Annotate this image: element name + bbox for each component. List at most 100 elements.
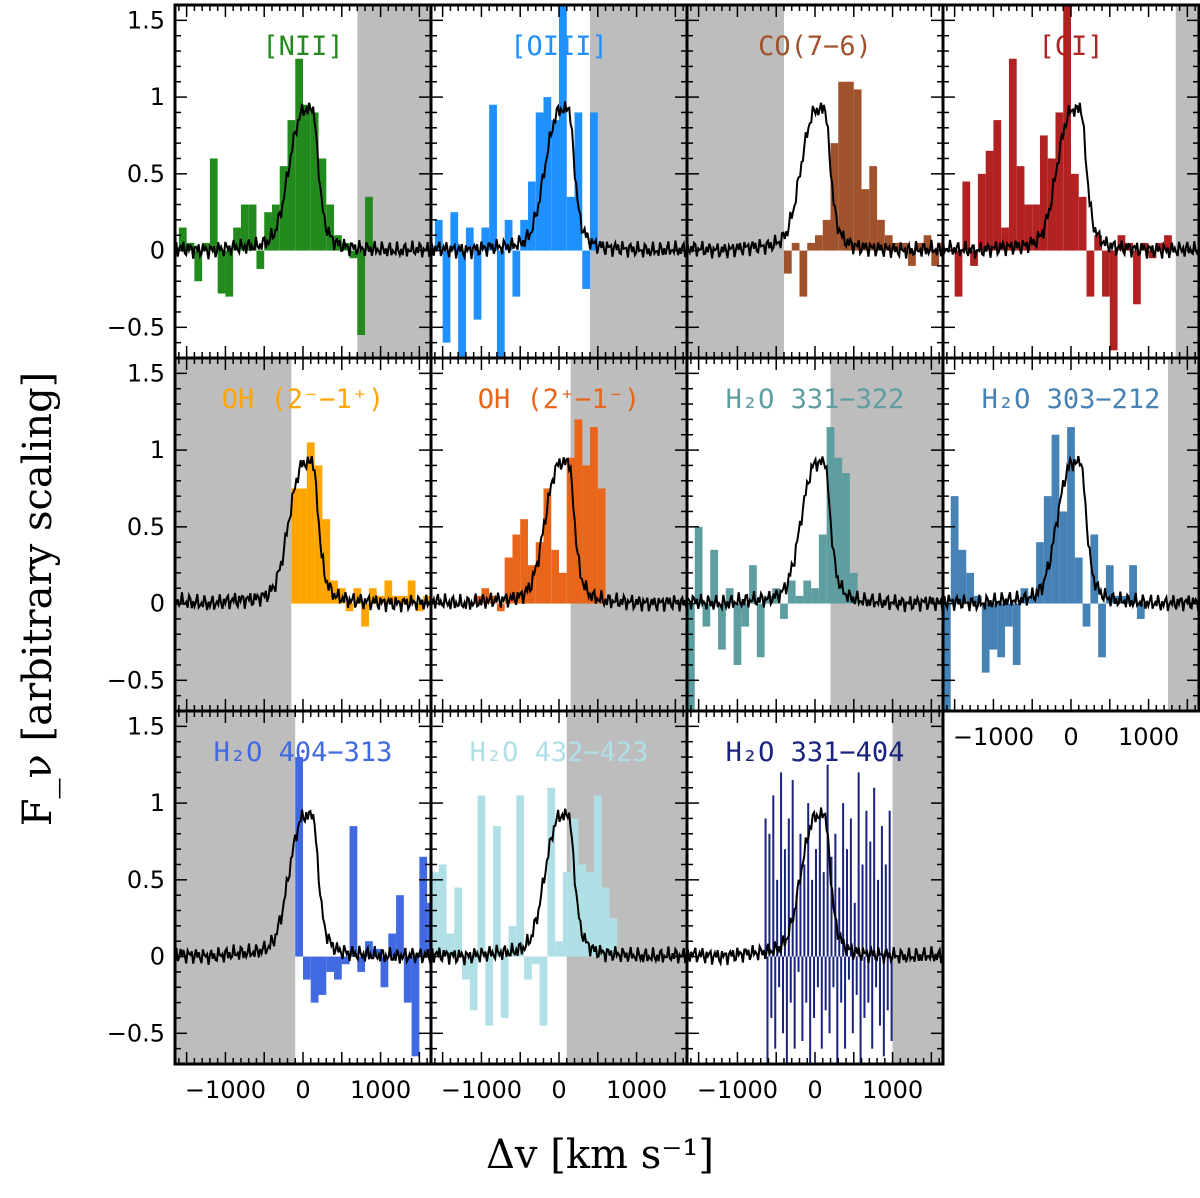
spectrum-bar (593, 795, 602, 957)
spectrum-bar (989, 603, 998, 650)
spectrum-bar (524, 956, 532, 980)
spectrum-bar (1102, 250, 1110, 297)
y-tick-label: 1 (150, 789, 165, 817)
spectrum-bar (830, 856, 833, 957)
spectrum-bar (900, 242, 909, 251)
spectrum-bar (795, 595, 804, 604)
spectrum-bar (559, 572, 567, 604)
spectrum-bar (849, 818, 852, 957)
spectrum-bar (886, 956, 889, 1011)
spectrum-bar (877, 879, 880, 957)
panel-title: [CI] (1038, 31, 1103, 62)
spectrum-bar (1005, 603, 1013, 627)
spectrum-bar (789, 956, 792, 1003)
spectrum-bar (1082, 603, 1091, 627)
spectrum-bar (882, 956, 885, 1057)
spectrum-bar (357, 250, 366, 335)
spectrum-bar (512, 250, 521, 297)
spectrum-bar (1094, 235, 1103, 251)
spectrum-bar (793, 956, 796, 1049)
y-tick-label: −0.5 (107, 313, 165, 341)
spectrum-bar (407, 580, 416, 604)
spectrum-bar (380, 956, 389, 988)
panel-title: H₂O 331−322 (726, 384, 905, 415)
spectrum-bar (834, 457, 843, 604)
spectrum-bar (516, 795, 525, 957)
spectrum-bar (496, 250, 505, 358)
spectrum-bar (547, 787, 556, 957)
spectrum-bar (578, 864, 587, 957)
spectrum-bar (194, 250, 203, 282)
spectrum-bar (954, 250, 963, 297)
spectrum-bar (295, 757, 303, 957)
spectrum-bar (434, 219, 443, 251)
spectrum-bar (811, 879, 814, 957)
x-tick-label: −1000 (953, 723, 1034, 751)
spectrum-bar (816, 956, 819, 988)
spectrum-bar (264, 212, 272, 251)
spectrum-bar (233, 227, 241, 251)
spectrum-bar (326, 204, 335, 251)
spectrum-bar (718, 603, 726, 650)
spectrum-bar (853, 902, 856, 957)
spectrum-bar (465, 227, 474, 251)
spectrum-bar (477, 795, 486, 957)
spectrum-bar (1136, 603, 1145, 619)
spectrum-bar (939, 242, 943, 251)
spectrum-bar (943, 603, 951, 711)
spectrum-bar (609, 918, 618, 957)
spectrum-bar (240, 204, 249, 251)
spectrum-bar (586, 872, 594, 957)
spectrum-bar (865, 810, 868, 957)
spectrum-bar (372, 948, 381, 957)
spectrum-bar (851, 956, 854, 1034)
reference-profile-line (175, 102, 431, 260)
y-tick-label: 1 (150, 436, 165, 464)
panel-6: OH (2⁺−1⁻) (429, 356, 689, 713)
spectrum-bar (271, 204, 280, 251)
spectrum-bar (774, 956, 777, 1049)
spectrum-bar (764, 818, 767, 957)
spectrum-bar (797, 956, 800, 972)
spectrum-bar (970, 250, 978, 266)
spectrum-bar (844, 956, 847, 1049)
spectrum-bar (785, 956, 788, 1064)
spectrum-bar (803, 864, 806, 957)
y-tick-label: 1.5 (127, 6, 165, 34)
spectrum-bar (822, 872, 825, 957)
spectrum-bar (462, 956, 470, 980)
shaded-region (1167, 358, 1199, 711)
spectrum-bar (543, 97, 552, 251)
spectrum-bar (846, 849, 848, 957)
spectrum-bar (504, 219, 513, 251)
spectrum-bar (791, 780, 794, 957)
spectrum-bar (783, 849, 786, 957)
spectrum-bar (805, 956, 808, 1003)
spectrum-bar (485, 956, 494, 1026)
panel-7: H₂O 331−322 (685, 356, 945, 713)
spectrum-bar (291, 488, 300, 604)
spectrum-bar (248, 204, 257, 251)
spectrum-bar (1090, 534, 1099, 604)
spectrum-bar (787, 818, 790, 957)
spectrum-bar (962, 181, 971, 251)
spectrum-bar (801, 956, 804, 1041)
panel-title: OH (2⁺−1⁻) (478, 384, 641, 415)
panel-title: [OIII] (510, 31, 608, 62)
spectrum-bar (824, 956, 827, 1011)
spectrum-bar (566, 196, 575, 251)
spectrum-bar (861, 189, 870, 251)
spectrum-bar (782, 956, 784, 1034)
spectrum-bar (687, 603, 695, 711)
x-tick-label: 0 (807, 1076, 822, 1104)
spectrum-bar (733, 603, 742, 665)
panel-2: [OIII] (429, 3, 689, 360)
panel-10: H₂O 432−423 −1000 0 1000 (429, 709, 689, 1104)
spectrum-bar (225, 250, 234, 297)
spectrum-bar (489, 104, 497, 251)
spectrum-bar (787, 580, 796, 604)
reference-profile-line (687, 807, 943, 967)
spectrum-bar (958, 549, 967, 604)
spectrum-bar (875, 956, 878, 988)
spectrum-bar (766, 956, 769, 1064)
